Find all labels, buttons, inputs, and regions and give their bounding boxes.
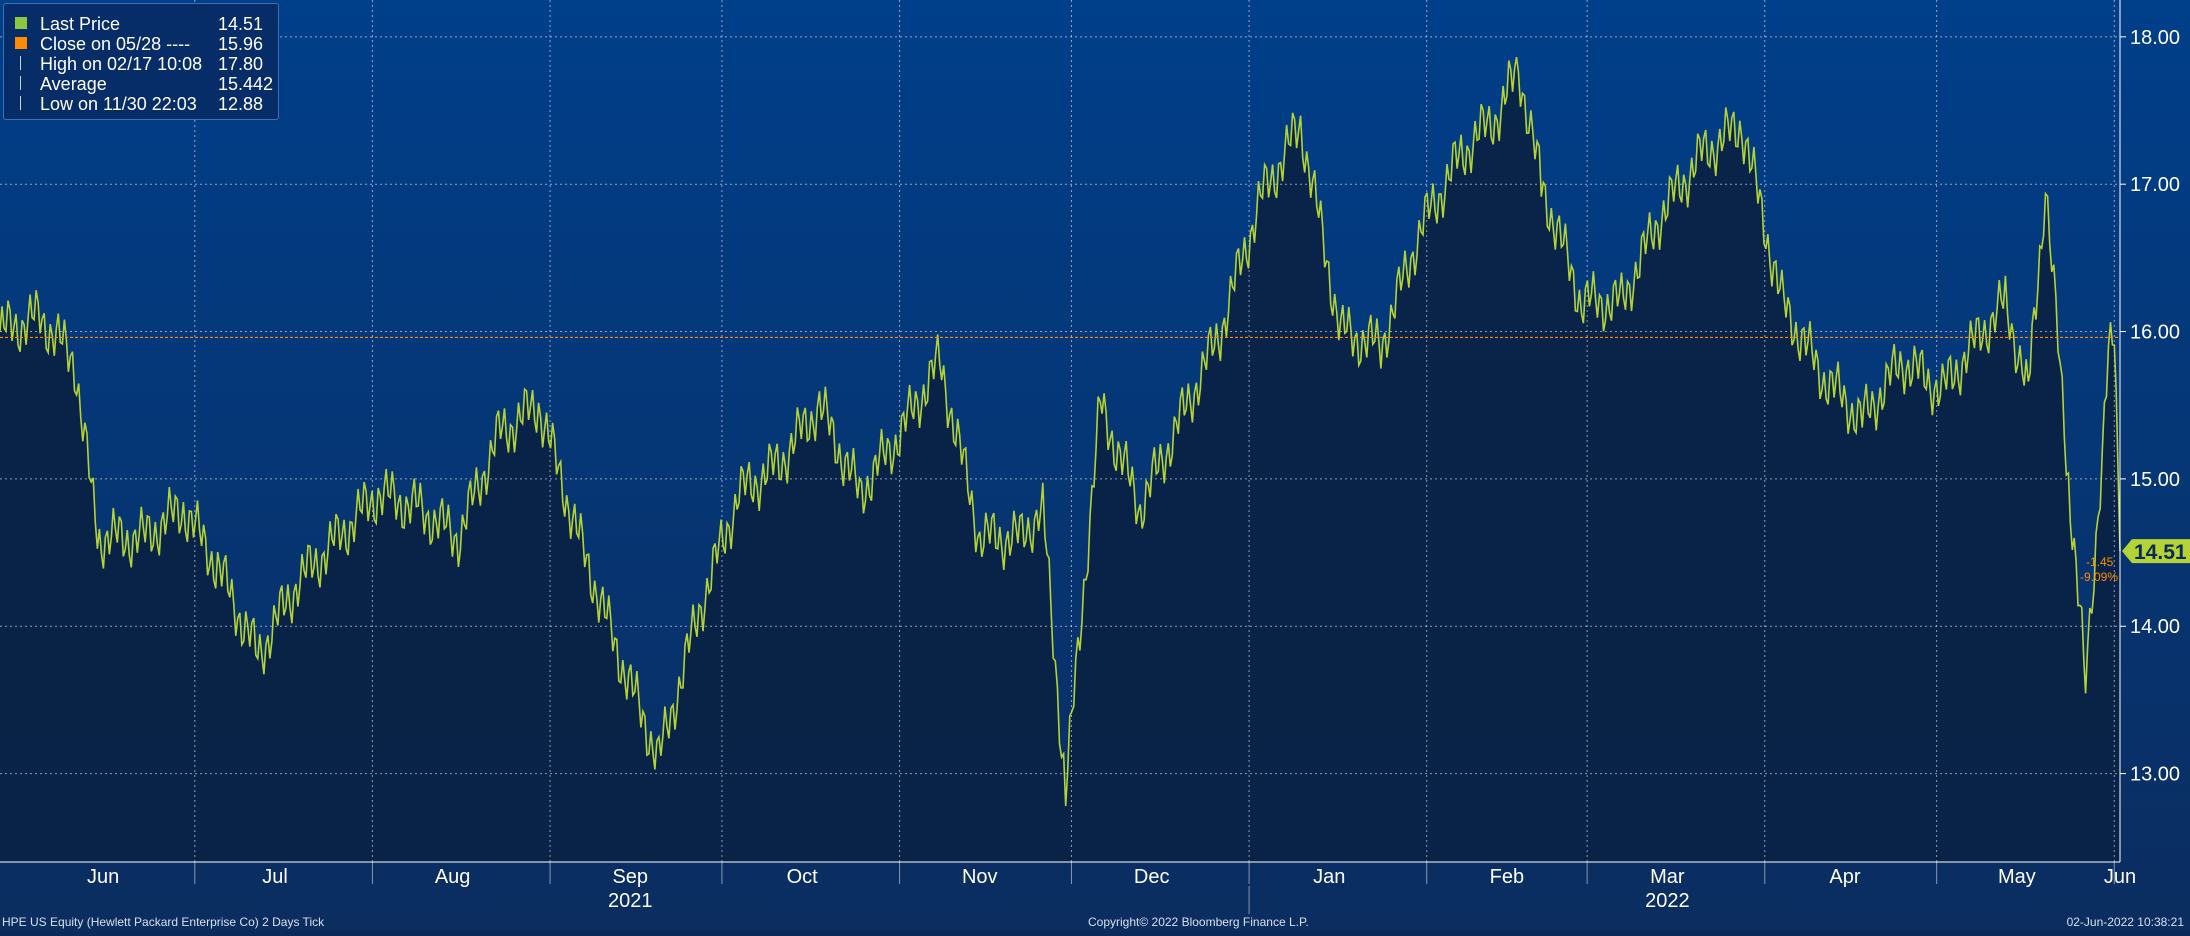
chart-legend: Last Price 14.51 Close on 05/28 ---- 15.… — [3, 3, 279, 120]
x-tick-label: Nov — [962, 866, 998, 888]
footer-timestamp: 02-Jun-2022 10:38:21 — [2066, 915, 2184, 929]
legend-swatch — [14, 36, 28, 50]
footer-security-description: HPE US Equity (Hewlett Packard Enterpris… — [2, 915, 325, 929]
legend-item-high: High on 02/17 10:08 17.80 — [14, 54, 272, 74]
y-tick-label: 16.00 — [2130, 322, 2180, 344]
legend-item-low: Low on 11/30 22:03 12.88 — [14, 94, 272, 114]
change-percent-label: -9.09% — [2080, 570, 2118, 584]
x-tick-label: Oct — [787, 866, 819, 888]
x-tick-label: Mar — [1650, 866, 1685, 888]
x-year-label: 2021 — [608, 890, 653, 912]
last-price-badge — [2122, 539, 2190, 564]
y-tick-label: 15.00 — [2130, 469, 2180, 491]
footer-copyright: Copyright© 2022 Bloomberg Finance L.P. — [1088, 915, 1309, 929]
change-absolute-label: -1.45 — [2086, 555, 2114, 569]
price-area-fill — [0, 57, 2120, 863]
legend-item-last-price: Last Price 14.51 — [14, 14, 272, 34]
y-tick-label: 13.00 — [2130, 764, 2180, 786]
legend-item-close: Close on 05/28 ---- 15.96 — [14, 34, 272, 54]
legend-label: High on 02/17 10:08 — [40, 54, 203, 74]
x-tick-label: Jan — [1313, 866, 1345, 888]
x-tick-label: Jul — [262, 866, 288, 888]
x-year-label: 2022 — [1645, 890, 1690, 912]
x-tick-label: Aug — [435, 866, 471, 888]
x-tick-label: Apr — [1829, 866, 1860, 888]
x-tick-label: May — [1998, 866, 2036, 888]
y-tick-label: 18.00 — [2130, 27, 2180, 49]
legend-value: 15.96 — [218, 34, 264, 54]
last-price-badge-text: 14.51 — [2134, 541, 2187, 564]
x-tick-label: Dec — [1134, 866, 1170, 888]
legend-swatch — [14, 16, 28, 30]
x-tick-label: Feb — [1490, 866, 1524, 888]
average-marker-icon — [14, 76, 28, 90]
x-tick-label: Jun — [2104, 866, 2136, 888]
legend-label: Last Price — [40, 14, 121, 34]
high-marker-icon — [14, 56, 28, 70]
x-tick-label: Sep — [612, 866, 648, 888]
low-marker-icon — [14, 96, 28, 110]
legend-label: Close on 05/28 ---- — [40, 34, 191, 54]
x-tick-label: Jun — [87, 866, 119, 888]
legend-value: 14.51 — [218, 14, 264, 34]
y-tick-label: 14.00 — [2130, 616, 2180, 638]
legend-value: 17.80 — [218, 54, 264, 74]
last-price-line — [0, 56, 2121, 807]
legend-value: 15.442 — [218, 74, 274, 94]
legend-label: Average — [40, 74, 107, 94]
legend-label: Low on 11/30 22:03 — [40, 94, 197, 114]
y-tick-label: 17.00 — [2130, 174, 2180, 196]
legend-value: 12.88 — [218, 94, 264, 114]
legend-item-average: Average 15.442 — [14, 74, 274, 94]
